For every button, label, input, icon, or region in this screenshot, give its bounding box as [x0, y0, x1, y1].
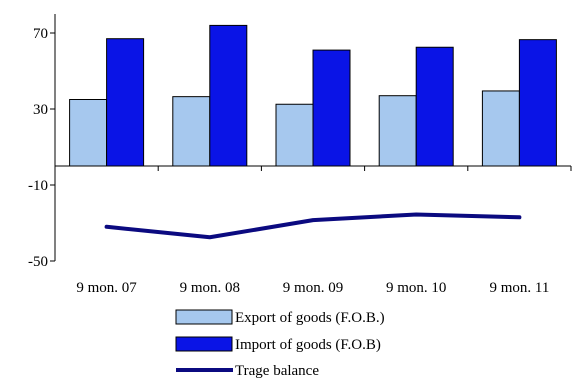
- y-tick-label-1: 70: [33, 26, 48, 42]
- category-label-1: 9 mon. 07: [76, 280, 137, 296]
- y-tick-label-3: -10: [28, 178, 48, 194]
- legend-label-3: Trage balance: [235, 363, 319, 379]
- trade-balance-line: [104, 212, 522, 240]
- category-label-5: 9 mon. 11: [489, 280, 549, 296]
- bar-import-4: [415, 46, 454, 167]
- bar-export-4: [378, 95, 417, 167]
- legend-item-2: Import of goods (F.O.B): [175, 336, 381, 353]
- legend-swatch-2: [175, 336, 233, 352]
- labels-layer: 70 30 -10 -50 9 mon. 07 9 mon. 08 9 mon. 09 9 m…: [28, 26, 549, 296]
- bar-import-5: [518, 39, 557, 167]
- bar-export-3: [275, 103, 314, 167]
- category-label-3: 9 mon. 09: [283, 280, 343, 296]
- legend-label-1: Export of goods (F.O.B.): [235, 310, 385, 326]
- y-tick-label-4: -50: [28, 254, 48, 270]
- axes-layer: [50, 14, 572, 262]
- bar-export-2: [172, 96, 211, 167]
- bar-export-5: [481, 90, 520, 167]
- legend-item-3: Trage balance: [176, 363, 319, 379]
- line-layer: [104, 212, 522, 240]
- bars-layer: [69, 24, 557, 167]
- category-label-2: 9 mon. 08: [180, 280, 240, 296]
- category-label-4: 9 mon. 10: [386, 280, 446, 296]
- legend-swatch-1: [175, 309, 233, 325]
- bar-import-2: [209, 24, 248, 167]
- bar-import-1: [106, 38, 145, 167]
- bar-import-3: [312, 49, 351, 167]
- bar-export-1: [69, 99, 108, 167]
- legend-label-2: Import of goods (F.O.B): [235, 337, 381, 353]
- legend-item-1: Export of goods (F.O.B.): [175, 309, 385, 326]
- legend-layer: Export of goods (F.O.B.) Import of goods …: [175, 309, 385, 379]
- y-tick-label-2: 30: [33, 102, 48, 118]
